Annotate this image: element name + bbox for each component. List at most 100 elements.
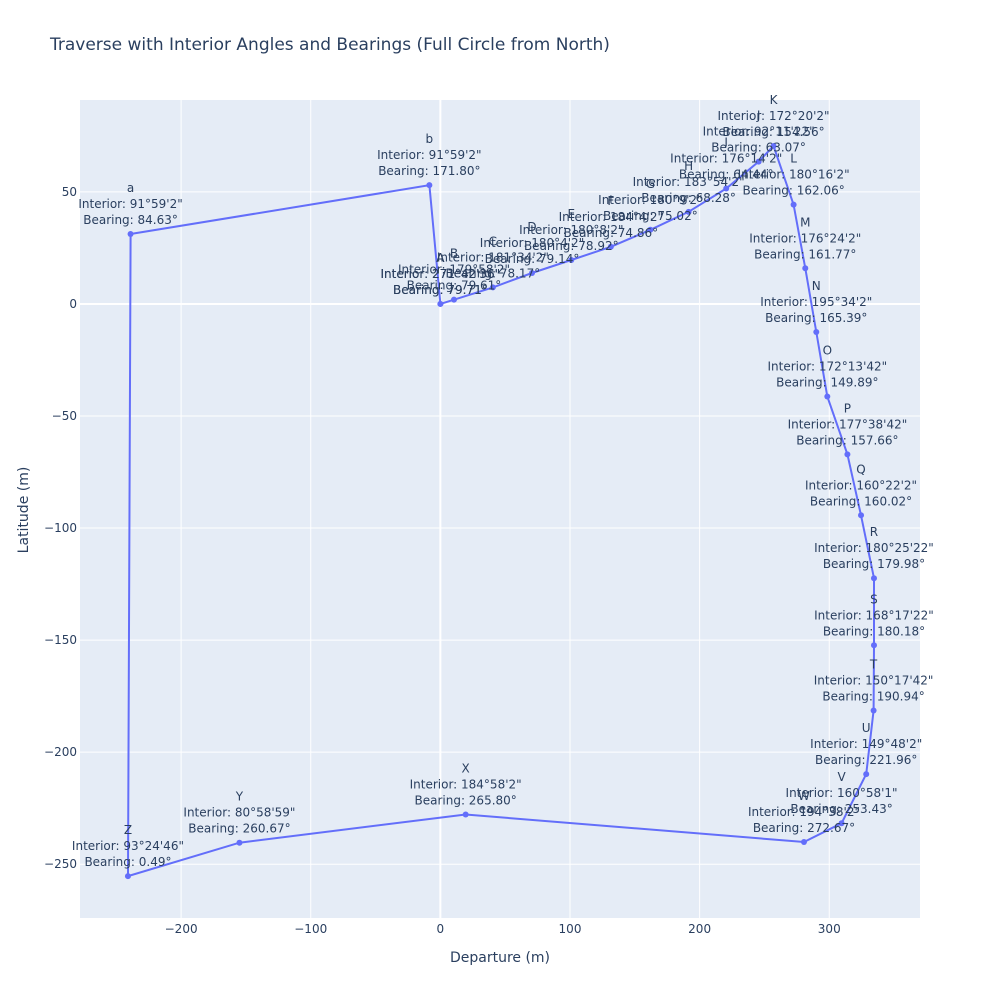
station-name: I [724, 136, 728, 150]
station-label-b: b Interior: 91°59'2" Bearing: 171.80° [377, 132, 481, 178]
y-axis-title: Latitude (m) [16, 467, 32, 554]
interior-angle-label: Interior: 184°4'2" [559, 210, 663, 224]
bearing-label: Bearing: 154.56° [722, 125, 824, 139]
station-marker-C [489, 284, 496, 291]
station-marker-E [568, 257, 575, 264]
station-name: B [450, 247, 458, 261]
station-marker-W [800, 839, 807, 846]
station-name: E [567, 207, 575, 221]
station-marker-J [755, 158, 762, 165]
zero-lines [80, 100, 920, 918]
interior-angle-label: Interior: 179°58'2" [398, 263, 510, 277]
station-marker-H [685, 208, 692, 215]
interior-angle-label: Interior: 80°58'59" [183, 806, 295, 820]
y-axis-ticks: −250 −200 −150 −100 −50 0 50 [44, 185, 77, 871]
station-labels: A Interior: 271°42'36" Bearing: 79.71° B Int… [72, 93, 934, 869]
station-label-O: O Interior: 172°13'42" Bearing: 149.89° [767, 343, 887, 389]
x-tick-label: 300 [818, 922, 841, 936]
bearing-label: Bearing: 78.17° [446, 266, 541, 280]
bearing-label: Bearing: 253.43° [790, 802, 892, 816]
bearing-label: Bearing: 221.96° [815, 753, 917, 767]
interior-angle-label: Interior: 271°42'36" [381, 267, 501, 281]
station-name: X [462, 761, 470, 775]
station-label-V: V Interior: 160°58'1" Bearing: 253.43° [786, 770, 898, 816]
bearing-label: Bearing: 74.86° [563, 226, 658, 240]
station-name: F [607, 194, 614, 208]
station-label-A: A Interior: 271°42'36" Bearing: 79.71° [381, 251, 501, 297]
station-name: b [426, 132, 434, 146]
station-label-M: M Interior: 176°24'2" Bearing: 161.77° [749, 215, 861, 261]
station-label-C: C Interior: 181°34'2" Bearing: 78.17° [437, 234, 549, 280]
station-marker-K [770, 142, 777, 149]
station-name: K [770, 93, 779, 107]
bearing-label: Bearing: 68.28° [641, 191, 736, 205]
station-marker-S [870, 642, 877, 649]
interior-angle-label: Interior: 176°14'2" [670, 152, 782, 166]
interior-angle-label: Interior: 160°58'1" [786, 786, 898, 800]
y-tick-label: −200 [44, 745, 77, 759]
interior-angle-label: Interior: 183°54'2" [633, 175, 745, 189]
interior-angle-label: Interior: 180°4'2" [480, 236, 584, 250]
station-marker-D [529, 270, 536, 277]
station-marker-T [870, 707, 877, 714]
plot-area [80, 100, 920, 918]
x-tick-label: 0 [437, 922, 445, 936]
station-name: J [756, 109, 761, 123]
y-tick-label: −150 [44, 633, 77, 647]
station-name: G [646, 177, 655, 191]
station-marker-O [824, 393, 831, 400]
bearing-label: Bearing: 78.92° [524, 239, 619, 253]
station-name: D [527, 220, 536, 234]
interior-angle-label: Interior: 91°59'2" [377, 148, 481, 162]
bearing-label: Bearing: 161.77° [754, 247, 856, 261]
station-name: T [869, 657, 878, 671]
station-marker-Q [858, 512, 865, 519]
station-label-L: L Interior: 180°16'2" Bearing: 162.06° [738, 152, 850, 198]
station-name: A [436, 251, 445, 265]
station-label-T: T Interior: 150°17'42" Bearing: 190.94° [814, 657, 934, 703]
station-name: H [684, 159, 693, 173]
station-label-N: N Interior: 195°34'2" Bearing: 165.39° [760, 279, 872, 325]
station-label-W: W Interior: 194°38'2" Bearing: 272.67° [748, 789, 860, 835]
station-marker-Y [236, 839, 243, 846]
station-name: P [844, 401, 851, 415]
bearing-label: Bearing: 79.71° [393, 283, 488, 297]
bearing-label: Bearing: 79.71° [393, 283, 488, 297]
bearing-label: Bearing: 171.80° [378, 164, 480, 178]
bearing-label: Bearing: 265.80° [414, 793, 516, 807]
interior-angle-label: Interior: 176°24'2" [749, 231, 861, 245]
interior-angle-label: Interior: 92°11'22" [703, 125, 815, 139]
x-axis-ticks: −200 −100 0 100 200 300 [165, 922, 841, 936]
station-label-R: R Interior: 180°25'22" Bearing: 179.98° [814, 525, 934, 571]
station-name: O [823, 343, 832, 357]
station-label-Y: Y Interior: 80°58'59" Bearing: 260.67° [183, 790, 295, 836]
interior-angle-label: Interior: 177°38'42" [788, 417, 908, 431]
bearing-label: Bearing: 190.94° [822, 689, 924, 703]
station-marker-G [647, 226, 654, 233]
station-name: C [489, 234, 497, 248]
station-label-E: E Interior: 180°8'2" Bearing: 78.92° [519, 207, 623, 253]
station-name: A [436, 251, 445, 265]
station-label-D: D Interior: 180°4'2" Bearing: 79.14° [480, 220, 584, 266]
station-name: U [862, 721, 871, 735]
station-label-S: S Interior: 168°17'22" Bearing: 180.18° [814, 592, 934, 638]
station-label-H: H Interior: 183°54'2" Bearing: 68.28° [633, 159, 745, 205]
station-marker-U [863, 771, 870, 778]
interior-angle-label: Interior: 180°25'22" [814, 541, 934, 555]
station-name: Z [124, 823, 132, 837]
bearing-label: Bearing: 75.02° [603, 209, 698, 223]
x-tick-label: −200 [165, 922, 198, 936]
station-name: Q [856, 462, 865, 476]
station-label-X: X Interior: 184°58'2" Bearing: 265.80° [410, 761, 522, 807]
interior-angle-label: Interior: 91°59'2" [78, 197, 182, 211]
station-name: S [870, 592, 878, 606]
bearing-label: Bearing: 179.98° [823, 557, 925, 571]
x-tick-label: −100 [294, 922, 327, 936]
interior-angle-label: Interior: 172°13'42" [767, 359, 887, 373]
station-marker-M [802, 265, 809, 272]
station-label-J: J Interior: 92°11'22" Bearing: 63.07° [703, 109, 815, 155]
station-name: Y [235, 790, 244, 804]
station-marker-a [127, 231, 134, 238]
y-tick-label: −50 [52, 409, 77, 423]
x-axis-title: Departure (m) [450, 950, 550, 966]
